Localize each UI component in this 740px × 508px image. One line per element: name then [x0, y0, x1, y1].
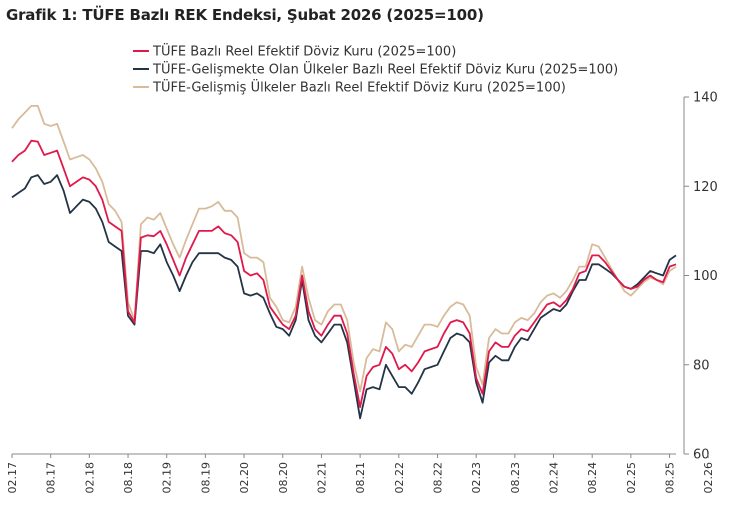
- x-tick-label: 02.20: [238, 462, 251, 494]
- x-tick-label: 02.22: [393, 462, 406, 494]
- x-tick-label: 02.23: [470, 462, 483, 494]
- legend-label-2: TÜFE-Gelişmekte Olan Ülkeler Bazlı Reel …: [152, 61, 618, 78]
- y-tick-label: 60: [693, 448, 710, 463]
- x-tick-label: 02.21: [315, 462, 328, 494]
- legend-label-3: TÜFE-Gelişmiş Ülkeler Bazlı Reel Efektif…: [152, 79, 566, 96]
- x-tick-label: 08.21: [354, 462, 367, 494]
- series-lines: [11, 105, 677, 420]
- x-axis: 02.17 08.17 02.18 08.18 02.19 08.19 02.20 08.20…: [6, 453, 715, 494]
- x-tick-label: 08.19: [199, 462, 212, 494]
- x-tick-label: 02.19: [161, 462, 174, 494]
- x-tick-label: 08.20: [277, 462, 290, 494]
- series-line-3: [11, 105, 677, 393]
- x-tick-label: 08.17: [45, 462, 58, 494]
- legend-label-1: TÜFE Bazlı Reel Efektif Döviz Kuru (2025…: [152, 43, 456, 60]
- y-tick-label: 120: [693, 180, 718, 195]
- y-tick-label: 140: [693, 91, 718, 106]
- x-tick-label: 02.18: [83, 462, 96, 494]
- x-tick-label: 08.23: [509, 462, 522, 494]
- x-tick-label: 02.24: [548, 462, 561, 494]
- x-tick-label: 08.24: [586, 462, 599, 494]
- y-axis: 60 80 100 120 140: [683, 91, 718, 463]
- series-line-2: [11, 174, 677, 420]
- x-tick-label: 08.25: [664, 462, 677, 494]
- chart-title: Grafik 1: TÜFE Bazlı REK Endeksi, Şubat …: [6, 6, 484, 24]
- y-tick-label: 80: [693, 358, 710, 373]
- x-tick-label: 02.17: [6, 462, 19, 494]
- x-tick-label: 02.26: [702, 462, 715, 494]
- x-tick-label: 08.18: [122, 462, 135, 494]
- x-tick-label: 08.22: [432, 462, 445, 494]
- x-tick-label: 02.25: [625, 462, 638, 494]
- legend: TÜFE Bazlı Reel Efektif Döviz Kuru (2025…: [133, 43, 618, 96]
- y-tick-label: 100: [693, 269, 718, 284]
- series-line-1: [11, 139, 677, 409]
